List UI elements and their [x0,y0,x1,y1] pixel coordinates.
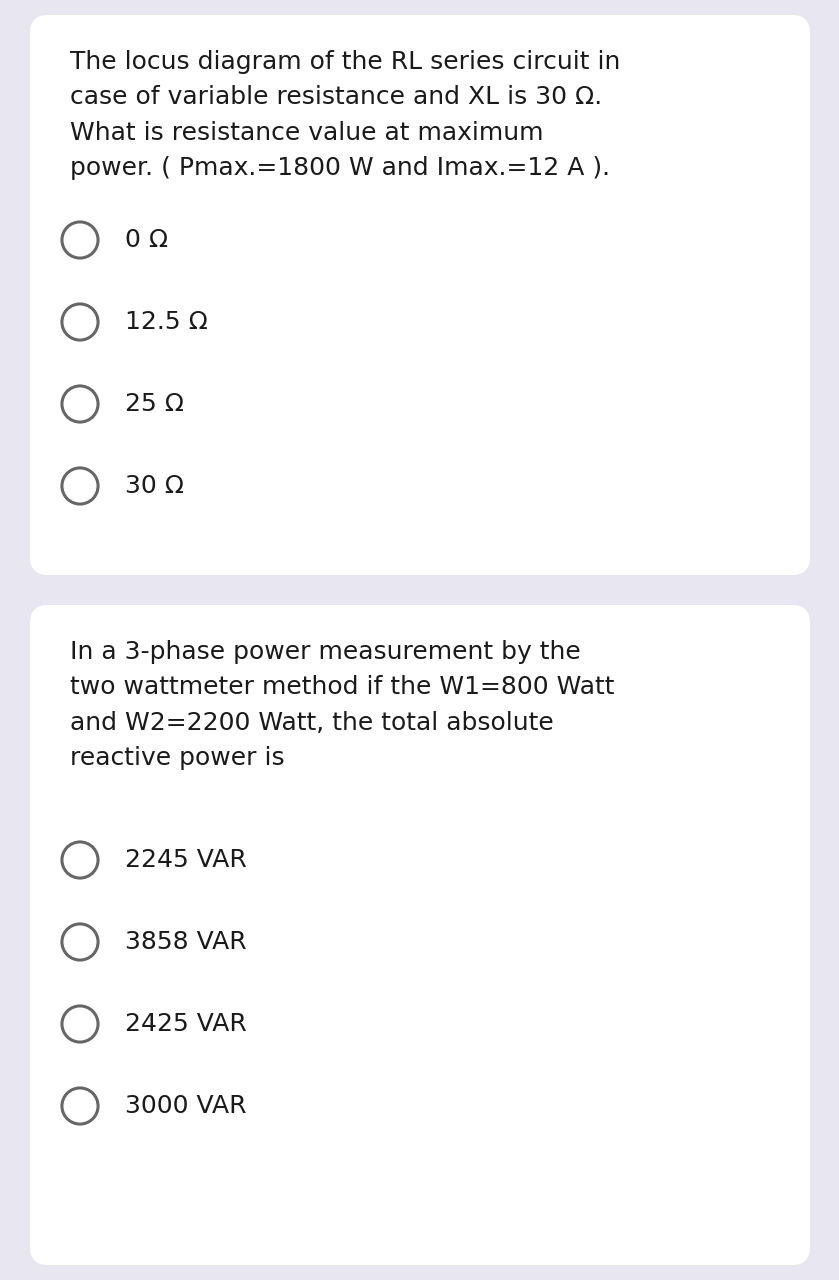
Text: 0 Ω: 0 Ω [125,228,168,252]
Text: 2425 VAR: 2425 VAR [125,1012,247,1036]
FancyBboxPatch shape [30,15,810,575]
FancyBboxPatch shape [30,605,810,1265]
Text: 3858 VAR: 3858 VAR [125,931,247,954]
Text: 25 Ω: 25 Ω [125,392,184,416]
Text: In a 3-phase power measurement by the
two wattmeter method if the W1=800 Watt
an: In a 3-phase power measurement by the tw… [70,640,614,771]
Text: 3000 VAR: 3000 VAR [125,1094,247,1117]
Text: 2245 VAR: 2245 VAR [125,847,247,872]
Text: 30 Ω: 30 Ω [125,474,184,498]
Text: The locus diagram of the RL series circuit in
case of variable resistance and XL: The locus diagram of the RL series circu… [70,50,620,180]
Text: 12.5 Ω: 12.5 Ω [125,310,208,334]
